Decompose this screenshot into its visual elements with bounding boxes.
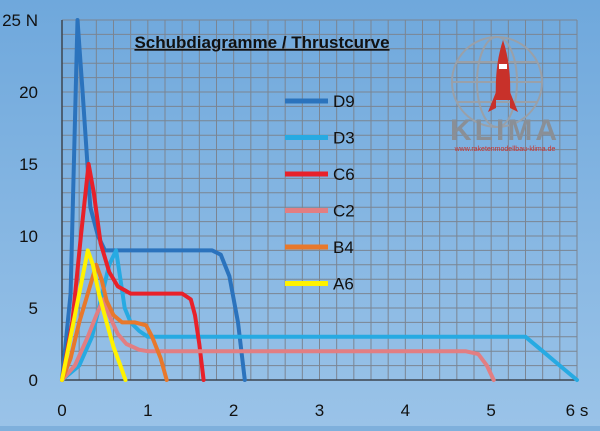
- x-tick-label: 4: [401, 401, 410, 420]
- series-line-a6: [60, 248, 128, 382]
- x-tick-label: 1: [143, 401, 152, 420]
- legend: D9 D3 C6 C2 B4 A6: [285, 92, 355, 294]
- legend-label-c2: C2: [333, 202, 355, 221]
- legend-label-b4: B4: [333, 238, 354, 257]
- logo-url: www.raketenmodellbau-klima.de: [454, 146, 556, 153]
- y-tick-label: 10: [19, 227, 38, 246]
- x-tick-label: 3: [315, 401, 324, 420]
- x-tick-label: 6 s: [566, 401, 589, 420]
- series-line-d9: [60, 18, 247, 382]
- chart-title: Schubdiagramme / Thrustcurve: [134, 33, 389, 52]
- y-tick-label: 5: [29, 299, 38, 318]
- x-tick-label: 5: [486, 401, 495, 420]
- legend-label-a6: A6: [333, 275, 354, 294]
- y-tick-label: 15: [19, 155, 38, 174]
- legend-label-c6: C6: [333, 165, 355, 184]
- axes: 0 1 2 3 4 5 6 s 0 5 10 15 20 25 N: [2, 11, 588, 420]
- legend-label-d9: D9: [333, 92, 355, 111]
- x-tick-label: 2: [229, 401, 238, 420]
- series-line-c2: [60, 297, 496, 382]
- series-line-c6: [60, 162, 206, 382]
- logo-wordmark: KLIMA: [450, 114, 560, 147]
- series-lines: [60, 18, 579, 382]
- series-line-b4: [60, 262, 169, 382]
- klima-logo: KLIMA www.raketenmodellbau-klima.de: [450, 36, 560, 153]
- y-tick-label: 20: [19, 83, 38, 102]
- legend-label-d3: D3: [333, 129, 355, 148]
- rocket-icon: [488, 40, 518, 112]
- y-tick-label: 0: [29, 371, 38, 390]
- x-tick-label: 0: [57, 401, 66, 420]
- y-tick-label: 25 N: [2, 11, 38, 30]
